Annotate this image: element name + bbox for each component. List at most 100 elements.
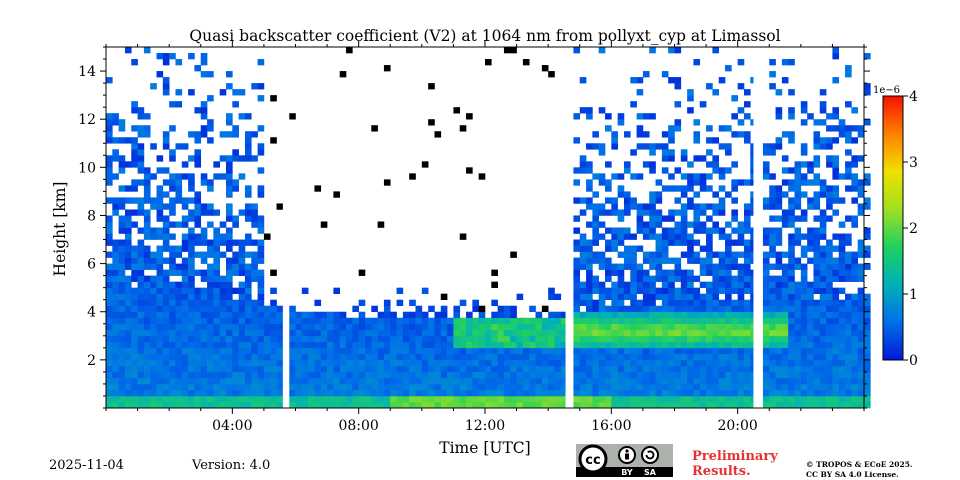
heatmap-cell [124, 185, 132, 192]
heatmap-cell [194, 353, 202, 361]
heatmap-cell [510, 359, 517, 367]
heatmap-cell [548, 365, 555, 373]
heatmap-cell [485, 341, 492, 349]
heatmap-cell [150, 251, 157, 258]
heatmap-cell [150, 395, 157, 403]
heatmap-cell [611, 323, 618, 331]
heatmap-cell [769, 233, 776, 240]
heatmap-cell [737, 305, 745, 313]
heatmap-cell [560, 335, 568, 343]
heatmap-cell [775, 287, 783, 294]
heatmap-cell [409, 353, 416, 361]
heatmap-cell [674, 197, 682, 204]
heatmap-cell [421, 401, 429, 409]
heatmap-cell [731, 287, 738, 294]
heatmap-cell [232, 359, 239, 367]
heatmap-cell [472, 353, 479, 361]
heatmap-cell [832, 317, 840, 325]
heatmap-cell [731, 257, 738, 264]
heatmap-cell [826, 383, 833, 391]
heatmap-cell [131, 377, 138, 385]
heatmap-cell [661, 353, 669, 361]
heatmap-cell [200, 113, 208, 120]
heatmap-cell [617, 317, 625, 325]
heatmap-cell [762, 287, 770, 294]
heatmap-cell [257, 83, 265, 90]
heatmap-cell [769, 191, 776, 198]
preliminary-results-note: Preliminary Results. [692, 449, 778, 479]
heatmap-cell [845, 137, 852, 144]
heatmap-cell [655, 383, 663, 391]
heatmap-cell [788, 203, 795, 210]
heatmap-cell [194, 191, 202, 198]
heatmap-cell [251, 269, 258, 276]
heatmap-cell [845, 299, 852, 307]
heatmap-cell [819, 317, 827, 325]
heatmap-cell [838, 377, 846, 385]
heatmap-cell [150, 263, 157, 270]
heatmap-cell [630, 263, 637, 270]
heatmap-cell [459, 353, 467, 361]
heatmap-cell [857, 353, 865, 361]
heatmap-cell [731, 317, 738, 325]
heatmap-cell [598, 293, 606, 300]
heatmap-cell [743, 401, 751, 409]
heatmap-cell [522, 341, 530, 349]
heatmap-cell [257, 305, 265, 313]
heatmap-cell [826, 341, 833, 349]
heatmap-cell [693, 395, 701, 403]
heatmap-cell [661, 377, 669, 385]
heatmap-cell [851, 137, 858, 144]
heatmap-cell [813, 311, 821, 319]
heatmap-cell [162, 179, 170, 186]
heatmap-cell [251, 209, 258, 216]
heatmap-cell [857, 395, 865, 403]
heatmap-cell [668, 227, 675, 234]
heatmap-cell [674, 47, 682, 54]
heatmap-cell [826, 125, 833, 132]
heatmap-cell [358, 353, 366, 361]
heatmap-cell [857, 251, 865, 258]
heatmap-cell [478, 323, 486, 331]
heatmap-cell [807, 197, 814, 204]
heatmap-cell [156, 353, 164, 361]
heatmap-cell [333, 317, 341, 325]
heatmap-cell [630, 311, 637, 319]
heatmap-cell [390, 335, 397, 343]
heatmap-cell [788, 287, 795, 294]
heatmap-cell [263, 317, 271, 325]
heatmap-cell [826, 191, 833, 198]
heatmap-cell [169, 269, 176, 276]
heatmap-cell [112, 317, 119, 325]
heatmap-cell [611, 305, 618, 313]
heatmap-cell [642, 233, 650, 240]
heatmap-cell [573, 401, 581, 409]
heatmap-cell [800, 179, 808, 186]
heatmap-cell [358, 371, 366, 379]
heatmap-cell [118, 305, 126, 313]
heatmap-cell [346, 401, 353, 409]
heatmap-cell [680, 203, 688, 210]
heatmap-cell [800, 353, 808, 361]
heatmap-cell [466, 377, 473, 385]
heatmap-cell [586, 299, 593, 307]
heatmap-cell [586, 221, 593, 228]
heatmap-cell [617, 113, 625, 120]
heatmap-cell [156, 251, 164, 258]
heatmap-cell [693, 329, 701, 337]
heatmap-cell [181, 383, 189, 391]
heatmap-cell [813, 233, 821, 240]
heatmap-cell [668, 137, 675, 144]
heatmap-cell [661, 143, 669, 150]
heatmap-cell [586, 377, 593, 385]
heatmap-cell [150, 227, 157, 234]
heatmap-cell [649, 383, 656, 391]
heatmap-cell [137, 263, 145, 270]
heatmap-cell [339, 395, 347, 403]
heatmap-cell [226, 215, 233, 222]
heatmap-cell [554, 335, 562, 343]
heatmap-cell [143, 329, 151, 337]
heatmap-cell [668, 371, 675, 379]
heatmap-cell [718, 317, 726, 325]
heatmap-cell [346, 47, 353, 54]
